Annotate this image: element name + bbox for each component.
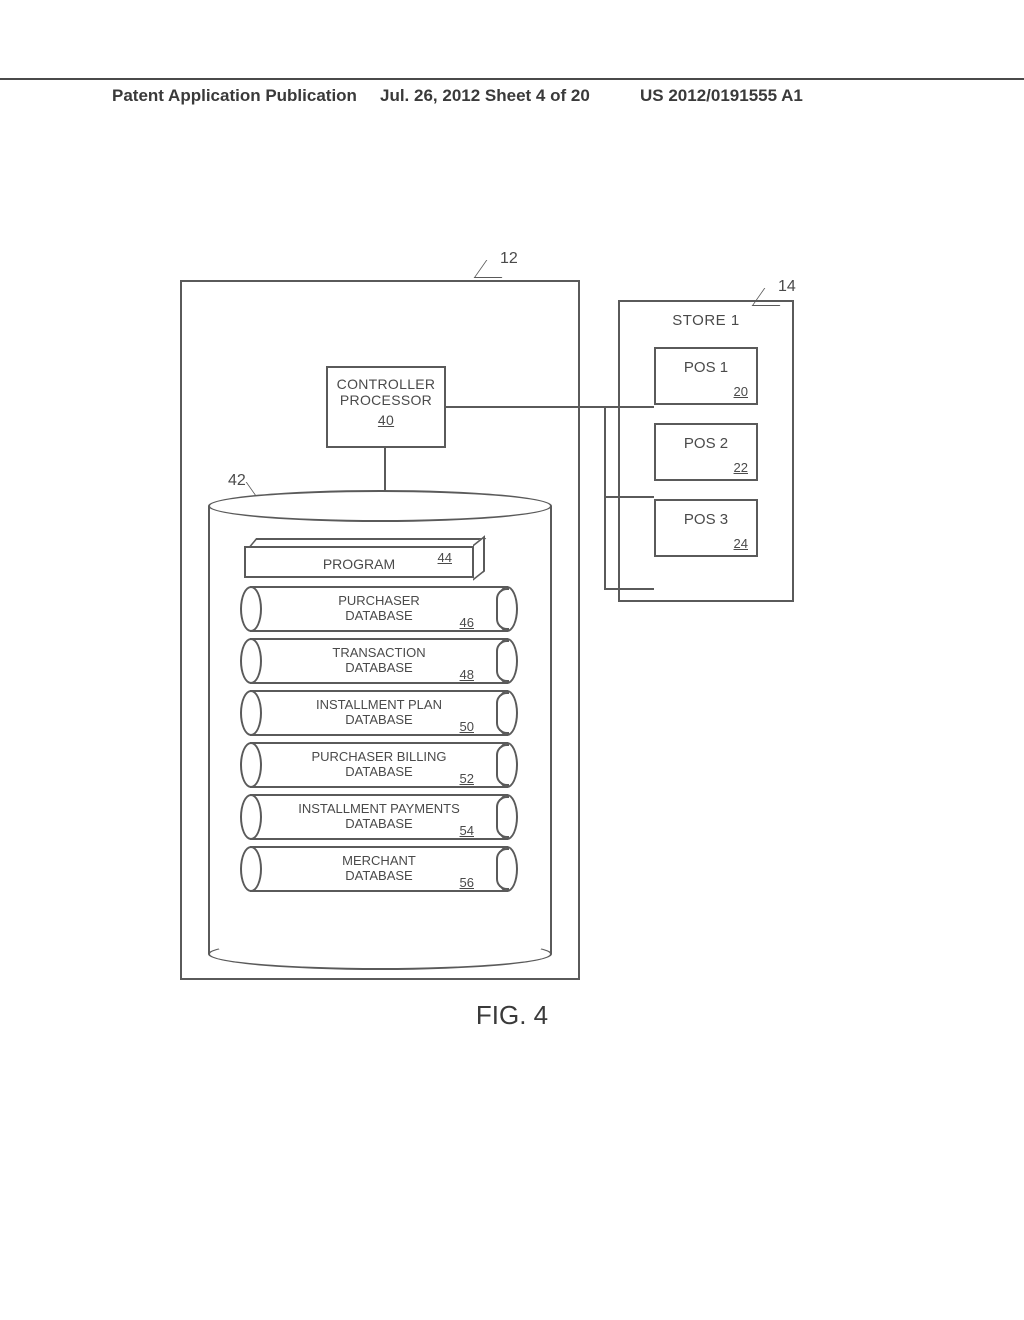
processor-line2: PROCESSOR [328, 392, 444, 408]
db-installment-payments: INSTALLMENT PAYMENTS DATABASE 54 [240, 794, 518, 840]
connector-to-pos3 [604, 588, 654, 590]
pos-3-label: POS 3 [684, 511, 728, 528]
db-4-ref: 54 [460, 823, 474, 838]
pos-3: POS 3 24 [654, 499, 758, 557]
pos-3-ref: 24 [734, 536, 748, 551]
pos-2-label: POS 2 [684, 435, 728, 452]
db-0-ref: 46 [460, 615, 474, 630]
program-label: PROGRAM [323, 556, 395, 572]
pos-1-label: POS 1 [684, 359, 728, 376]
db-3-l1: PURCHASER BILLING [250, 750, 508, 765]
store-box: STORE 1 POS 1 20 POS 2 22 POS 3 24 [618, 300, 794, 602]
db-5-ref: 56 [460, 875, 474, 890]
pos-1-ref: 20 [734, 384, 748, 399]
db-merchant: MERCHANT DATABASE 56 [240, 846, 518, 892]
db-5-l1: MERCHANT [250, 854, 508, 869]
diagram-area: 12 14 42 STORE 1 POS 1 20 POS 2 22 POS 3… [180, 260, 860, 980]
db-purchaser-billing: PURCHASER BILLING DATABASE 52 [240, 742, 518, 788]
processor-line1: CONTROLLER [328, 376, 444, 392]
connector-proc-store [446, 406, 618, 408]
connector-bus [604, 406, 606, 590]
header-left: Patent Application Publication [112, 86, 357, 106]
db-3-ref: 52 [460, 771, 474, 786]
connector-to-pos1 [604, 406, 654, 408]
store-title: STORE 1 [620, 312, 792, 329]
db-1-l1: TRANSACTION [250, 646, 508, 661]
db-purchaser: PURCHASER DATABASE 46 [240, 586, 518, 632]
program-block: PROGRAM 44 [244, 538, 494, 578]
header-right: US 2012/0191555 A1 [640, 86, 803, 106]
page-header: Patent Application Publication Jul. 26, … [0, 78, 1024, 86]
processor-ref: 40 [378, 412, 394, 428]
figure-caption: FIG. 4 [0, 1000, 1024, 1031]
connector-proc-storage [384, 448, 386, 494]
header-middle: Jul. 26, 2012 Sheet 4 of 20 [380, 86, 590, 106]
ref-12: 12 [500, 250, 518, 268]
db-2-l1: INSTALLMENT PLAN [250, 698, 508, 713]
controller-processor-box: CONTROLLER PROCESSOR 40 [326, 366, 446, 448]
db-2-ref: 50 [460, 719, 474, 734]
pos-1: POS 1 20 [654, 347, 758, 405]
db-0-l1: PURCHASER [250, 594, 508, 609]
storage-contents: PROGRAM 44 PURCHASER DATABASE 46 TRANSAC… [226, 538, 532, 898]
pos-2-ref: 22 [734, 460, 748, 475]
connector-to-pos2 [604, 496, 654, 498]
db-4-l1: INSTALLMENT PAYMENTS [250, 802, 508, 817]
db-transaction: TRANSACTION DATABASE 48 [240, 638, 518, 684]
pos-2: POS 2 22 [654, 423, 758, 481]
db-installment-plan: INSTALLMENT PLAN DATABASE 50 [240, 690, 518, 736]
db-1-ref: 48 [460, 667, 474, 682]
ref-14: 14 [778, 278, 796, 296]
program-ref: 44 [438, 542, 452, 574]
